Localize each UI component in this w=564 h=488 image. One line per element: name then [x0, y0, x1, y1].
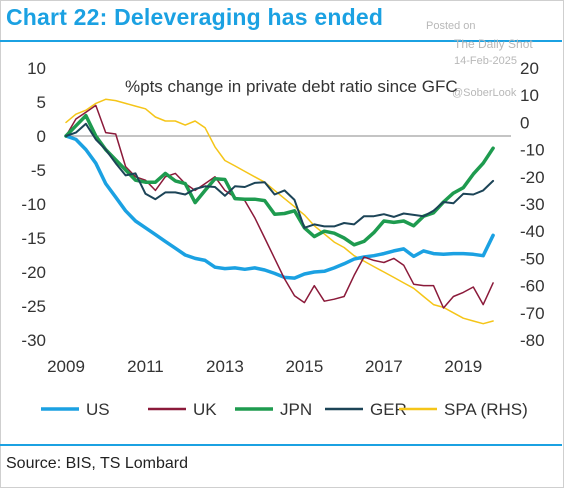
- y-right-tick-label: -70: [520, 304, 545, 323]
- legend-label-ger: GER: [370, 400, 407, 419]
- y-right-tick-label: -30: [520, 195, 545, 214]
- source-note: Source: BIS, TS Lombard: [6, 455, 189, 472]
- y-left-tick-label: -10: [21, 195, 46, 214]
- y-left-tick-label: -15: [21, 229, 46, 248]
- series-line-jpn: [64, 113, 495, 247]
- y-right-tick-label: -40: [520, 222, 545, 241]
- y-left-tick-label: 10: [27, 59, 46, 78]
- y-right-tick-label: -10: [520, 141, 545, 160]
- x-tick-label: 2015: [285, 357, 323, 376]
- chart-title: Chart 22: Deleveraging has ended: [6, 4, 384, 30]
- watermark-posted: Posted on: [426, 20, 476, 32]
- y-left-tick-label: -5: [31, 161, 46, 180]
- series-line-ger: [65, 122, 495, 229]
- series-line-spa: [65, 98, 494, 325]
- legend-label-jpn: JPN: [280, 400, 312, 419]
- legend-label-us: US: [86, 400, 110, 419]
- source-rule: [0, 444, 562, 446]
- x-tick-label: 2013: [206, 357, 244, 376]
- x-tick-label: 2017: [365, 357, 403, 376]
- y-left-tick-label: 5: [37, 93, 46, 112]
- y-right-tick-label: -50: [520, 249, 545, 268]
- y-left-tick-label: -30: [21, 331, 46, 350]
- x-tick-label: 2011: [127, 357, 164, 376]
- y-left-tick-label: 0: [37, 127, 46, 146]
- chart-annotation: %pts change in private debt ratio since …: [125, 77, 458, 96]
- series-line-us: [64, 134, 495, 280]
- y-right-tick-label: -20: [520, 168, 545, 187]
- y-right-tick-label: -80: [520, 331, 545, 350]
- y-left-tick-label: -20: [21, 263, 46, 282]
- watermark-site: The Daily Shot: [454, 37, 533, 51]
- legend-label-spa: SPA (RHS): [444, 400, 528, 419]
- watermark-handle: @SoberLook: [452, 87, 517, 99]
- title-rule: [0, 40, 562, 42]
- y-left-tick-label: -25: [21, 297, 46, 316]
- y-right-tick-label: 20: [520, 59, 539, 78]
- y-right-tick-label: -60: [520, 277, 545, 296]
- y-right-tick-label: 0: [520, 113, 529, 132]
- y-right-tick-label: 10: [520, 86, 539, 105]
- watermark-date: 14-Feb-2025: [454, 55, 517, 67]
- x-tick-label: 2019: [444, 357, 482, 376]
- x-tick-label: 2009: [47, 357, 85, 376]
- legend-label-uk: UK: [193, 400, 217, 419]
